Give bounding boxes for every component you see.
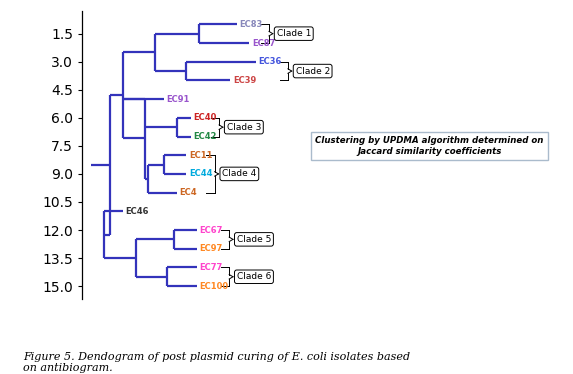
Text: EC100: EC100	[199, 282, 229, 291]
Text: Clade 3: Clade 3	[227, 123, 261, 132]
Text: EC4: EC4	[179, 188, 197, 197]
Text: EC77: EC77	[199, 263, 223, 272]
Text: Figure 5. Dendogram of post plasmid curing of E. coli isolates based
on antibiog: Figure 5. Dendogram of post plasmid curi…	[23, 352, 410, 373]
Text: EC40: EC40	[193, 113, 217, 122]
Text: EC91: EC91	[167, 95, 190, 104]
Text: Clustering by UPDMA algorithm determined on
Jaccard similarity coefficients: Clustering by UPDMA algorithm determined…	[315, 136, 544, 156]
Text: EC87: EC87	[252, 39, 275, 47]
Text: EC83: EC83	[240, 20, 262, 29]
Text: EC97: EC97	[199, 244, 223, 253]
Text: EC46: EC46	[125, 207, 149, 216]
Text: Clade 2: Clade 2	[296, 67, 330, 76]
Text: Clade 4: Clade 4	[222, 169, 257, 178]
Text: Clade 6: Clade 6	[237, 272, 271, 281]
Text: EC67: EC67	[199, 226, 223, 234]
Text: EC44: EC44	[189, 169, 212, 178]
Text: EC39: EC39	[233, 76, 256, 85]
Text: Clade 5: Clade 5	[237, 235, 271, 244]
Text: EC36: EC36	[258, 57, 281, 66]
Text: EC42: EC42	[193, 132, 217, 141]
Text: Clade 1: Clade 1	[277, 29, 311, 38]
Text: EC11: EC11	[189, 151, 212, 160]
